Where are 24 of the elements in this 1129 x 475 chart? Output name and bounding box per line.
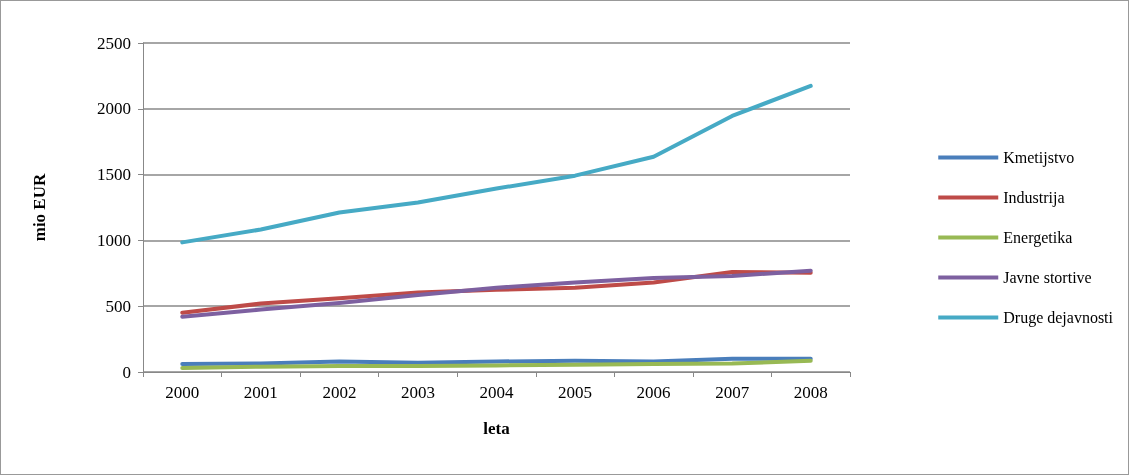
legend-label: Energetika <box>1003 229 1073 247</box>
y-tick-label: 2000 <box>97 99 131 119</box>
x-tick-label: 2006 <box>636 383 671 402</box>
legend-label: Javne stortive <box>1003 269 1092 286</box>
x-tick-label: 2007 <box>715 383 750 402</box>
x-tick-label: 2001 <box>243 383 278 402</box>
x-tick-label: 2005 <box>558 383 593 402</box>
x-tick-label: 2002 <box>322 383 357 402</box>
y-tick-label: 500 <box>105 296 131 316</box>
x-tick-label: 2004 <box>479 383 514 402</box>
x-axis-title: leta <box>483 419 511 438</box>
y-axis-title: mio EUR <box>30 173 49 242</box>
legend-label: Industrija <box>1003 189 1065 207</box>
line-series <box>180 358 813 371</box>
y-tick-label: 1000 <box>97 230 131 250</box>
legend-label: Druge dejavnosti <box>1003 309 1114 327</box>
y-tick-label: 0 <box>122 362 131 382</box>
x-tick-label: 2008 <box>793 383 828 402</box>
x-tick-label: 2000 <box>165 383 200 402</box>
y-tick-label: 2500 <box>97 33 131 53</box>
line-series <box>180 83 813 245</box>
legend-label: Kmetijstvo <box>1003 149 1075 167</box>
y-tick-label: 1500 <box>97 165 131 185</box>
x-tick-label: 2003 <box>400 383 435 402</box>
